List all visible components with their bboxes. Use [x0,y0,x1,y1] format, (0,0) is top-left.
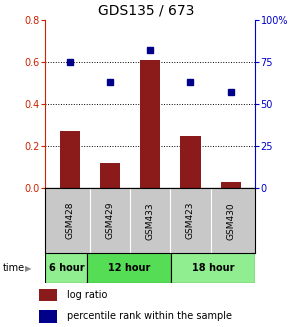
Text: GSM423: GSM423 [186,202,195,239]
Text: log ratio: log ratio [67,290,108,300]
Bar [59,131,80,188]
Bar [100,163,120,188]
Text: 12 hour: 12 hour [108,263,150,273]
Text: 18 hour: 18 hour [192,263,234,273]
Bar [180,136,200,188]
Text: ▶: ▶ [25,264,31,273]
Bar [87,253,171,283]
Text: GSM433: GSM433 [146,202,155,240]
Text: 6 hour: 6 hour [49,263,84,273]
Bar [140,60,160,188]
Text: GSM428: GSM428 [65,202,74,239]
Bar [45,253,87,283]
Text: GDS135 / 673: GDS135 / 673 [98,3,195,17]
Bar [39,289,57,301]
Text: GSM429: GSM429 [105,202,114,239]
Text: time: time [3,263,25,273]
Bar [39,310,57,322]
Text: percentile rank within the sample: percentile rank within the sample [67,311,232,321]
Bar [171,253,255,283]
Text: GSM430: GSM430 [226,202,235,240]
Bar [221,182,241,188]
